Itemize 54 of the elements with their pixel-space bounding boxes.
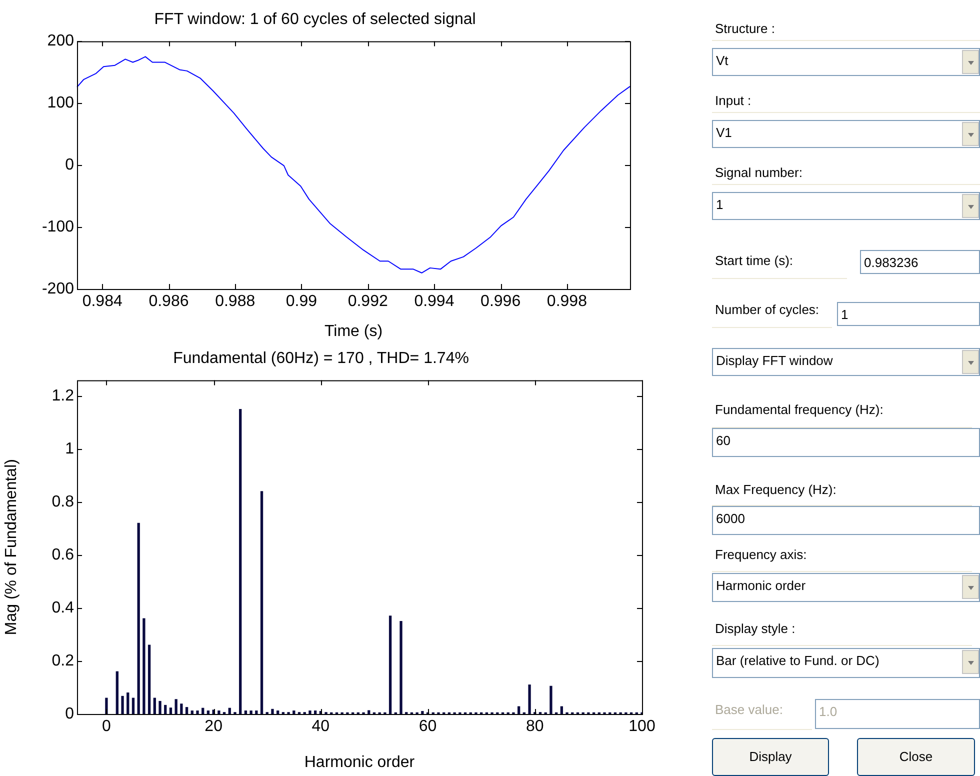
text: 0.983236 — [860, 250, 980, 274]
y-tick-label: -200 — [42, 280, 74, 298]
text: 6000 — [712, 506, 980, 535]
x-tick-label: 100 — [628, 718, 656, 736]
x-tick-label: 0.984 — [82, 293, 122, 310]
x-tick-label: 20 — [204, 718, 223, 736]
y-axis-title: Mag (% of Fundamental) — [3, 459, 20, 636]
text: Vt — [712, 48, 980, 76]
y-tick-label: 100 — [47, 94, 74, 112]
y-tick-label: 0 — [65, 705, 74, 722]
y-tick-label: 0.8 — [52, 493, 74, 510]
text: Close — [857, 738, 975, 776]
x-tick-label: 0.988 — [215, 293, 256, 310]
text: Signal number: — [712, 161, 980, 185]
text: Number of cycles: — [712, 298, 832, 328]
text: Display FFT window — [712, 348, 980, 376]
x-tick-label: 80 — [526, 718, 544, 736]
text: Bar (relative to Fund. or DC) — [712, 648, 980, 678]
x-tick-label: 40 — [312, 718, 330, 736]
text: 1.0 — [815, 699, 980, 729]
y-tick-label: -100 — [42, 218, 74, 236]
x-tick-label: 0.998 — [546, 293, 588, 310]
text: Base value: — [712, 698, 812, 730]
x-tick-label: 0.992 — [348, 293, 388, 310]
text: Structure : — [712, 17, 980, 41]
text: Max Frequency (Hz): — [712, 478, 972, 506]
x-tick-label: 0.99 — [286, 293, 318, 310]
y-tick-label: 200 — [47, 32, 74, 50]
x-tick-label: 0.994 — [414, 293, 454, 310]
text: 1 — [837, 302, 980, 326]
x-axis-title: Time (s) — [324, 322, 383, 340]
y-tick-label: 1.2 — [52, 388, 74, 404]
y-tick-label: 0.4 — [52, 599, 74, 616]
x-axis-title: Harmonic order — [304, 754, 416, 771]
x-tick-label: 0.996 — [480, 293, 521, 310]
y-tick-label: 0.2 — [52, 652, 74, 670]
x-tick-label: 0.986 — [148, 293, 189, 310]
y-tick-label: 0.6 — [52, 546, 74, 564]
text: Harmonic order — [712, 573, 980, 602]
text: Fundamental frequency (Hz): — [712, 398, 972, 428]
y-tick-label: 1 — [65, 440, 74, 458]
text: 60 — [712, 428, 980, 457]
chart-title: FFT window: 1 of 60 cycles of selected signal — [154, 11, 476, 28]
x-tick-label: 60 — [418, 718, 437, 736]
text: V1 — [712, 120, 980, 148]
text: 1 — [712, 192, 980, 220]
text: Frequency axis: — [712, 543, 972, 572]
y-tick-label: 0 — [65, 156, 74, 174]
text: Display style : — [712, 617, 972, 646]
chart-title: Fundamental (60Hz) = 170 , THD= 1.74% — [173, 350, 469, 368]
text: Input : — [712, 89, 980, 113]
text: Start time (s): — [712, 249, 847, 279]
text: Display — [712, 738, 829, 776]
x-tick-label: 0 — [102, 718, 111, 736]
